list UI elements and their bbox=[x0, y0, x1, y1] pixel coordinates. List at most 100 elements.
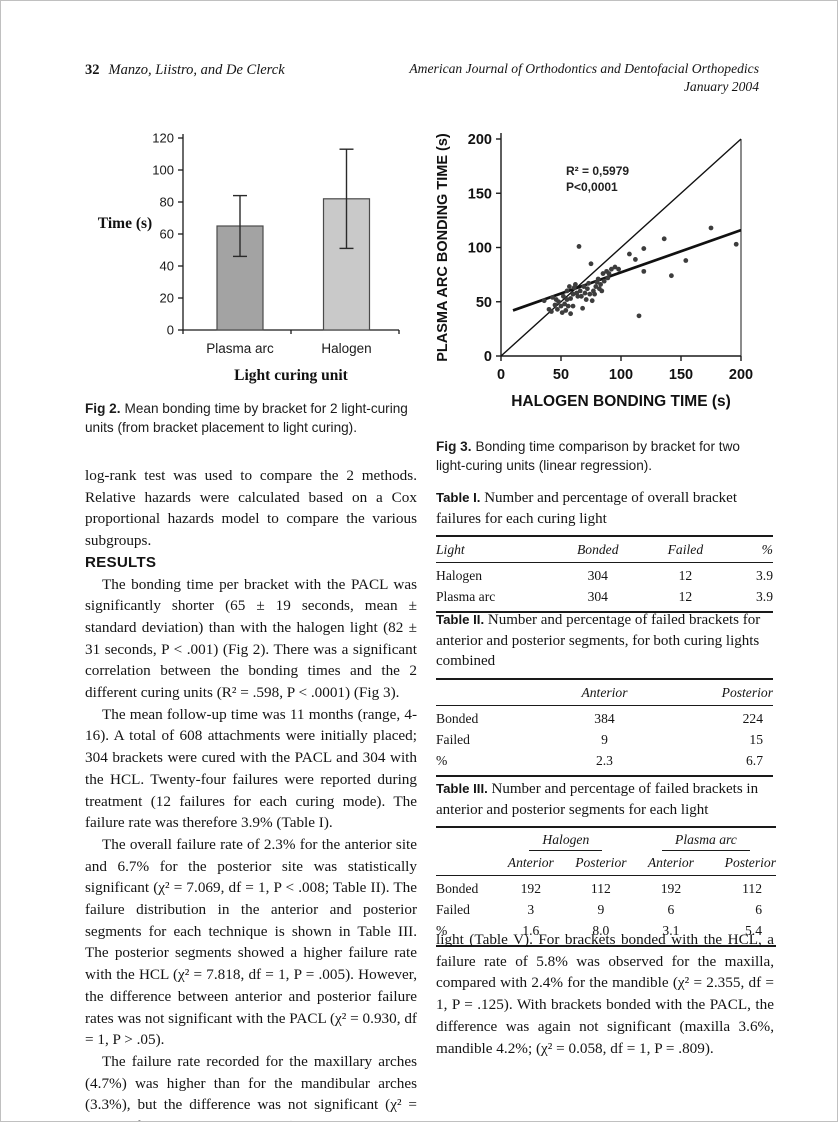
table-row: Failed 9 15 bbox=[436, 729, 773, 750]
scatter-point bbox=[549, 309, 554, 314]
body-paragraph: log-rank test was used to compare the 2 … bbox=[85, 467, 417, 550]
table-cell: Halogen bbox=[436, 568, 483, 583]
scatter-point bbox=[605, 275, 611, 281]
scatter-point bbox=[627, 251, 632, 257]
scatter-point bbox=[587, 291, 593, 297]
scatter-point bbox=[541, 298, 547, 304]
scatter-point bbox=[589, 298, 595, 304]
fig3-scatter-plot: 0 50 100 150 200 0 50 100 150 200 R² = 0,5979 P<0,0… bbox=[435, 132, 753, 410]
table-cell: 3.9 bbox=[725, 586, 773, 613]
fig2-caption-text: Mean bonding time by bracket for 2 light… bbox=[85, 401, 408, 435]
scatter-point bbox=[558, 303, 564, 309]
scatter-point bbox=[600, 271, 606, 276]
scatter-point bbox=[577, 288, 583, 294]
page-number: 32 bbox=[85, 62, 100, 78]
fig2-caption: Fig 2. Mean bonding time by bracket for 2… bbox=[85, 400, 416, 437]
fig3-caption-text: Bonding time comparison by bracket for t… bbox=[436, 439, 740, 473]
table-header-cell: Posterior bbox=[705, 852, 776, 876]
table-header-cell: Anterior bbox=[635, 852, 706, 876]
identity-line bbox=[500, 138, 742, 357]
scatter-point bbox=[573, 281, 578, 287]
body-paragraph: The bonding time per bracket with the PA… bbox=[85, 575, 417, 702]
table-cell: 1.6 bbox=[495, 920, 566, 947]
table-cell: % bbox=[436, 750, 538, 777]
y-tick-label: 150 bbox=[468, 186, 492, 202]
table-cell: 15 bbox=[749, 731, 763, 747]
table-cell: 12 bbox=[678, 568, 693, 583]
table-cell: 192 bbox=[520, 881, 542, 896]
scatter-point bbox=[576, 244, 582, 249]
scatter-point bbox=[633, 257, 638, 262]
running-header-left: 32 Manzo, Liistro, and De Clerck bbox=[85, 62, 285, 79]
scatter-point bbox=[598, 281, 603, 287]
table-row: Plasma arc 304 12 3.9 bbox=[436, 586, 773, 613]
y-axis-title: Time (s) bbox=[98, 215, 152, 232]
scatter-point bbox=[564, 288, 570, 294]
table-cell: 9 bbox=[597, 902, 605, 917]
scatter-point bbox=[612, 264, 618, 270]
scatter-point bbox=[564, 297, 570, 302]
table-cell: Failed bbox=[436, 902, 470, 917]
fig3-caption-label: Fig 3. bbox=[436, 439, 472, 454]
scatter-point bbox=[641, 268, 647, 274]
table-header-cell: Posterior bbox=[565, 852, 636, 876]
table-cell: 304 bbox=[550, 586, 645, 613]
scatter-point bbox=[561, 293, 566, 299]
scatter-point bbox=[556, 299, 561, 305]
y-tick-label: 50 bbox=[476, 295, 492, 311]
table-cell: % bbox=[436, 920, 496, 947]
scatter-point bbox=[601, 278, 607, 284]
annotation-text: P<0,0001 bbox=[566, 180, 618, 194]
scatter-point bbox=[636, 313, 642, 319]
table-group-header: Plasma arc bbox=[635, 826, 776, 852]
table-cell: 12 bbox=[644, 586, 726, 613]
error-bar bbox=[233, 194, 247, 258]
table1-grid: Light Bonded Failed % Halogen 304 12 3.9… bbox=[436, 535, 773, 613]
scatter-point bbox=[609, 266, 614, 272]
y-tick-label: 60 bbox=[160, 227, 174, 242]
table-header-cell: % bbox=[725, 535, 773, 563]
table-cell: Bonded bbox=[436, 881, 479, 896]
table-header-cell: Failed bbox=[644, 535, 726, 563]
scatter-point bbox=[588, 261, 594, 267]
fig3-caption: Fig 3. Bonding time comparison by bracket… bbox=[436, 438, 773, 475]
table2-grid: Anterior Posterior Bonded 384 224 Failed… bbox=[436, 677, 773, 777]
scatter-point bbox=[575, 293, 581, 299]
table2-heading: Table II. Number and percentage of faile… bbox=[436, 610, 773, 672]
table-3: Table III. Number and percentage of fail… bbox=[436, 779, 776, 947]
table-row: Bonded 192 112 192 112 bbox=[436, 876, 776, 900]
table-cell: 5.4 bbox=[705, 920, 776, 947]
table-header-cell bbox=[436, 852, 496, 876]
scatter-point bbox=[570, 303, 576, 309]
annotation-text: R² = 0,5979 bbox=[566, 164, 629, 178]
scatter-point bbox=[580, 305, 585, 311]
table2-label: Table II. bbox=[436, 612, 485, 627]
scatter-point bbox=[559, 310, 565, 315]
right-text-column: light (Table V). For brackets bonded wit… bbox=[436, 929, 774, 1059]
scatter-point bbox=[586, 280, 591, 286]
table-row: Failed 3 9 6 6 bbox=[436, 900, 776, 921]
table-cell: 304 bbox=[587, 568, 608, 583]
x-axis-title: HALOGEN BONDING TIME (s) bbox=[511, 393, 731, 410]
table-row: Halogen 304 12 3.9 bbox=[436, 563, 773, 587]
scatter-point bbox=[568, 296, 573, 301]
scatter-point bbox=[606, 271, 612, 276]
table-cell: 9 bbox=[601, 731, 608, 747]
table2-title: Number and percentage of failed brackets… bbox=[436, 612, 761, 669]
y-tick-label: 120 bbox=[152, 131, 174, 146]
table-cell: 112 bbox=[742, 881, 762, 896]
table-cell: Failed bbox=[436, 731, 470, 747]
scatter-point bbox=[593, 284, 599, 289]
body-paragraph: light (Table V). For brackets bonded wit… bbox=[436, 931, 774, 1057]
scatter-points bbox=[541, 225, 739, 319]
journal-issue: January 2004 bbox=[683, 78, 759, 94]
scatter-point bbox=[582, 290, 588, 296]
category-label: Halogen bbox=[321, 341, 371, 356]
scatter-point bbox=[562, 301, 567, 307]
scatter-point bbox=[585, 286, 590, 292]
table-1: Table I. Number and percentage of overal… bbox=[436, 488, 773, 613]
table-header-cell: Bonded bbox=[550, 535, 645, 563]
body-paragraph: The overall failure rate of 2.3% for the… bbox=[85, 835, 417, 1049]
body-paragraph: The failure rate recorded for the maxill… bbox=[85, 1052, 417, 1121]
